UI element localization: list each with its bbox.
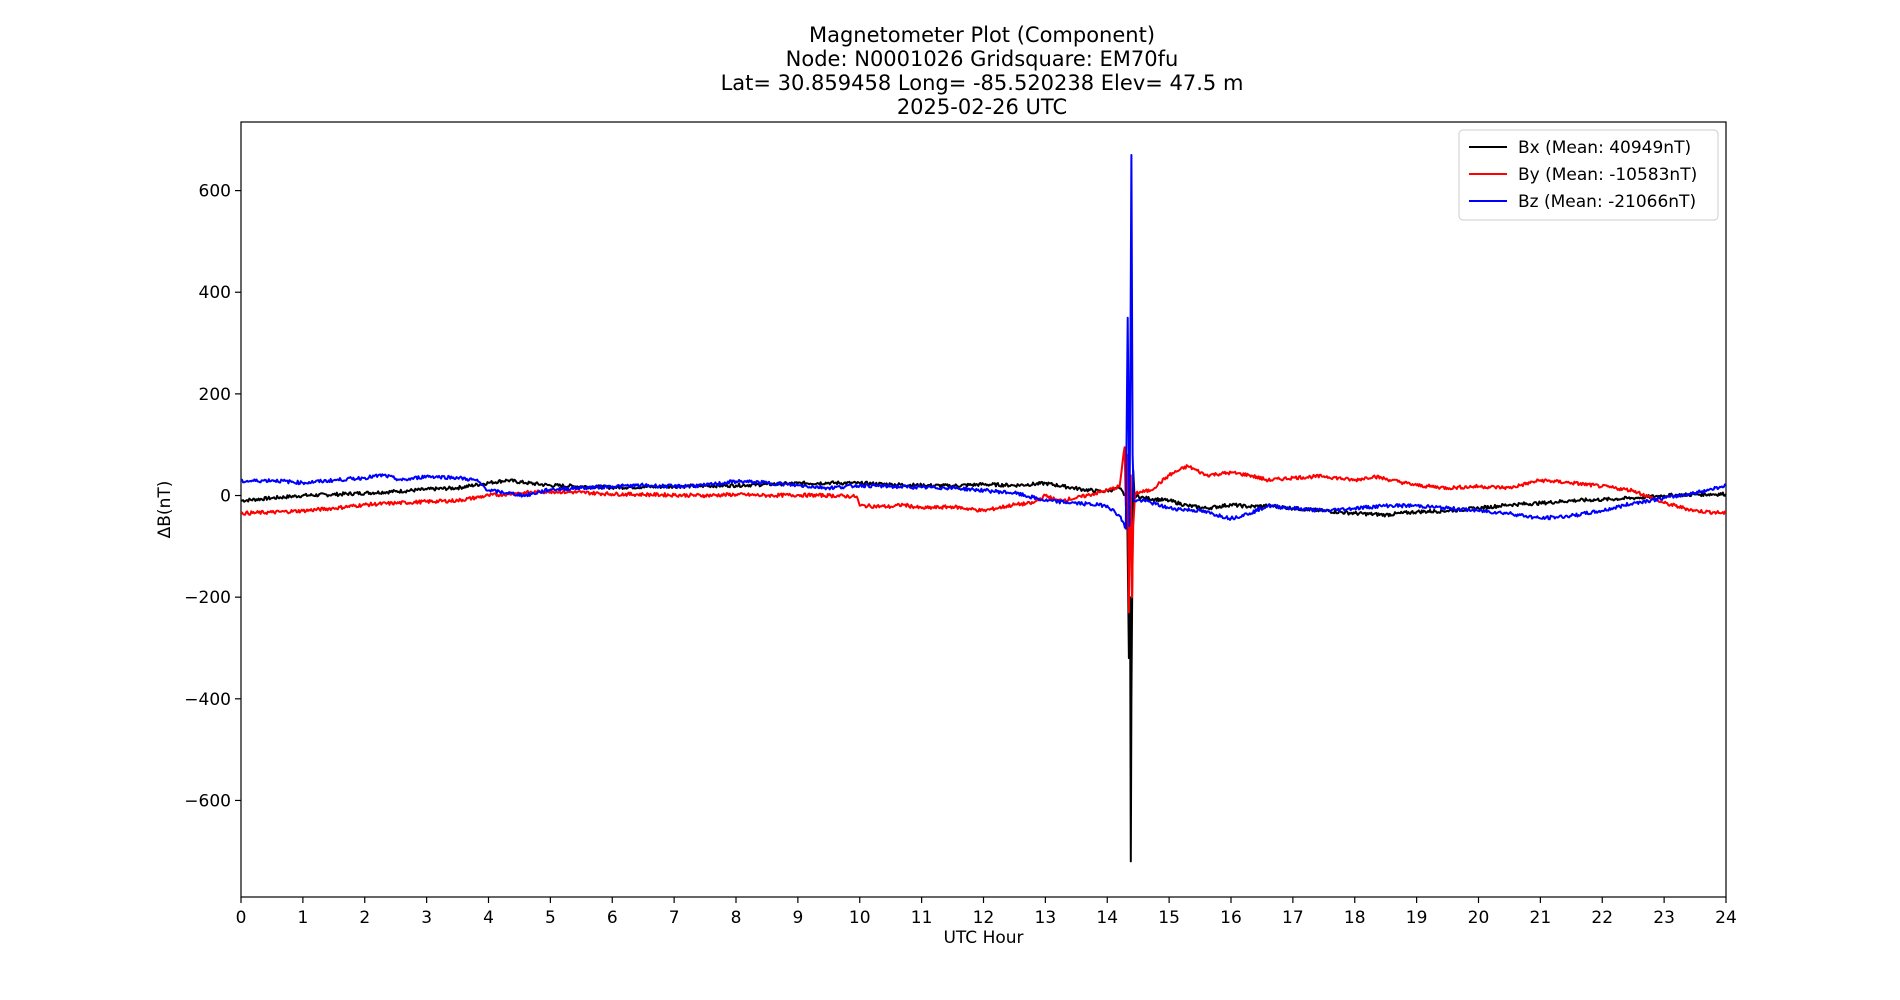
x-tick-label: 17 [1282, 908, 1304, 928]
x-axis: 0 1 2 3 4 5 6 7 8 9 10 11 12 13 14 15 16 17 18 19 20 21 22 23 24 [236, 897, 1737, 928]
x-tick-label: 13 [1035, 908, 1057, 928]
y-axis: −600 −400 −200 0 200 400 600 [184, 182, 241, 811]
x-tick-label: 18 [1344, 908, 1366, 928]
legend-entry: Bz (Mean: -21066nT) [1518, 192, 1696, 212]
title-line: 2025-02-26 UTC [897, 95, 1067, 119]
x-tick-label: 12 [973, 908, 995, 928]
x-tick-label: 9 [792, 908, 803, 928]
x-tick-label: 14 [1096, 908, 1118, 928]
x-tick-label: 23 [1653, 908, 1675, 928]
y-tick-label: 200 [199, 385, 231, 405]
x-tick-label: 11 [911, 908, 933, 928]
x-tick-label: 21 [1530, 908, 1552, 928]
chart-title: Magnetometer Plot (Component)Node: N0001… [721, 23, 1244, 119]
series-lines [241, 154, 1726, 863]
y-tick-label: −600 [184, 791, 231, 811]
legend-box [1458, 129, 1719, 221]
x-tick-label: 7 [669, 908, 680, 928]
x-tick-label: 6 [607, 908, 618, 928]
series-line-by [241, 446, 1726, 614]
legend-entry: By (Mean: -10583nT) [1518, 165, 1697, 185]
x-tick-label: 0 [236, 908, 247, 928]
series-line-bx [241, 469, 1726, 863]
title-line: Magnetometer Plot (Component) [809, 23, 1155, 47]
x-tick-label: 1 [297, 908, 308, 928]
x-tick-label: 5 [545, 908, 556, 928]
x-tick-label: 16 [1220, 908, 1242, 928]
x-tick-label: 4 [483, 908, 494, 928]
y-tick-label: 400 [199, 283, 231, 303]
x-tick-label: 24 [1715, 908, 1737, 928]
y-axis-label: ΔB(nT) [155, 481, 175, 539]
y-tick-label: 0 [220, 487, 231, 507]
title-line: Node: N0001026 Gridsquare: EM70fu [786, 47, 1179, 71]
title-line: Lat= 30.859458 Long= -85.520238 Elev= 47… [721, 71, 1244, 95]
x-tick-label: 15 [1158, 908, 1180, 928]
x-tick-label: 22 [1591, 908, 1613, 928]
x-axis-label: UTC Hour [943, 928, 1023, 948]
y-tick-label: −200 [184, 588, 231, 608]
x-tick-label: 10 [849, 908, 871, 928]
legend: Bx (Mean: 40949nT) By (Mean: -10583nT) Bz … [1458, 129, 1719, 221]
x-tick-label: 2 [359, 908, 370, 928]
y-tick-label: 600 [199, 182, 231, 202]
series-line-bz [241, 154, 1726, 530]
x-tick-label: 8 [731, 908, 742, 928]
x-tick-label: 3 [421, 908, 432, 928]
legend-entry: Bx (Mean: 40949nT) [1518, 138, 1691, 158]
x-tick-label: 20 [1468, 908, 1490, 928]
x-tick-label: 19 [1406, 908, 1428, 928]
y-tick-label: −400 [184, 690, 231, 710]
